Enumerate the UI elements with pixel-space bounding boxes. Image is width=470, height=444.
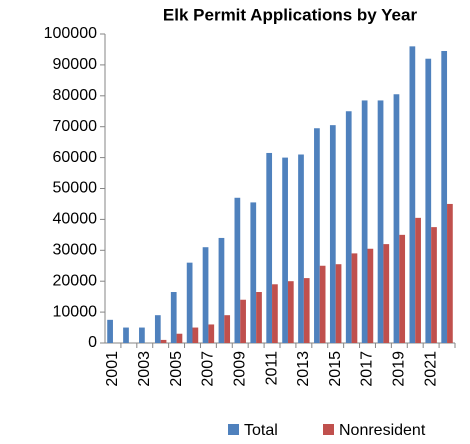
bar: [287, 281, 294, 343]
y-tick-label: 40000: [53, 211, 98, 228]
bar: [154, 315, 161, 343]
bar: [192, 327, 199, 343]
legend-swatch: [228, 424, 239, 435]
bar: [447, 203, 453, 343]
bar: [218, 237, 225, 343]
x-tick-label: 2005: [168, 351, 185, 387]
bar: [314, 128, 320, 343]
bar: [425, 58, 432, 343]
y-tick-label: 20000: [53, 272, 98, 289]
y-tick-label: 60000: [53, 149, 98, 166]
y-tick-label: 80000: [53, 87, 98, 104]
x-tick-label: 2015: [327, 351, 344, 387]
y-tick-label: 70000: [53, 118, 98, 135]
bar: [335, 264, 342, 343]
y-tick-label: 0: [88, 334, 97, 351]
bar: [415, 217, 421, 343]
x-tick-label: 2013: [295, 351, 312, 387]
bar: [107, 319, 113, 343]
bar: [399, 234, 406, 343]
bar: [224, 315, 231, 343]
y-tick-label: 90000: [53, 56, 98, 73]
bar: [176, 333, 183, 343]
x-tick-label: 2009: [231, 351, 248, 387]
y-tick-label: 10000: [53, 303, 98, 320]
bar: [208, 324, 215, 343]
bar: [367, 248, 374, 343]
bar: [250, 202, 257, 343]
bar: [431, 227, 437, 343]
y-tick-label: 100000: [44, 25, 97, 42]
bar: [383, 244, 390, 343]
bar: [240, 299, 246, 343]
bar: [303, 278, 310, 343]
bar: [345, 111, 352, 343]
bar: [377, 100, 384, 343]
bar: [202, 247, 209, 343]
bar: [123, 327, 129, 343]
bar: [361, 100, 368, 343]
bar: [256, 292, 262, 343]
bar: [266, 152, 273, 343]
x-tick-label: 2017: [359, 351, 376, 387]
bar: [282, 157, 288, 343]
legend-swatch: [323, 424, 334, 435]
legend-label: Nonresident: [339, 422, 426, 439]
bar: [186, 262, 193, 343]
y-tick-label: 30000: [53, 242, 98, 259]
bar: [160, 339, 167, 343]
x-tick-label: 2021: [422, 351, 439, 387]
bar: [139, 327, 145, 343]
x-tick-label: 2001: [104, 351, 121, 387]
x-tick-label: 2007: [200, 351, 217, 387]
bar: [441, 50, 448, 344]
bar: [234, 197, 241, 343]
x-tick-label: 2003: [136, 351, 153, 387]
legend-label: Total: [244, 422, 278, 439]
bar: [272, 284, 278, 343]
y-tick-label: 50000: [53, 180, 98, 197]
bar: [409, 46, 416, 344]
bar: [319, 265, 326, 343]
bar: [393, 94, 400, 343]
bar: [298, 154, 304, 343]
x-tick-label: 2011: [263, 351, 280, 386]
x-tick-label: 2019: [391, 351, 408, 387]
bar: [351, 253, 358, 343]
chart-title: Elk Permit Applications by Year: [163, 5, 418, 24]
bar: [329, 125, 336, 343]
bar: [170, 292, 177, 343]
